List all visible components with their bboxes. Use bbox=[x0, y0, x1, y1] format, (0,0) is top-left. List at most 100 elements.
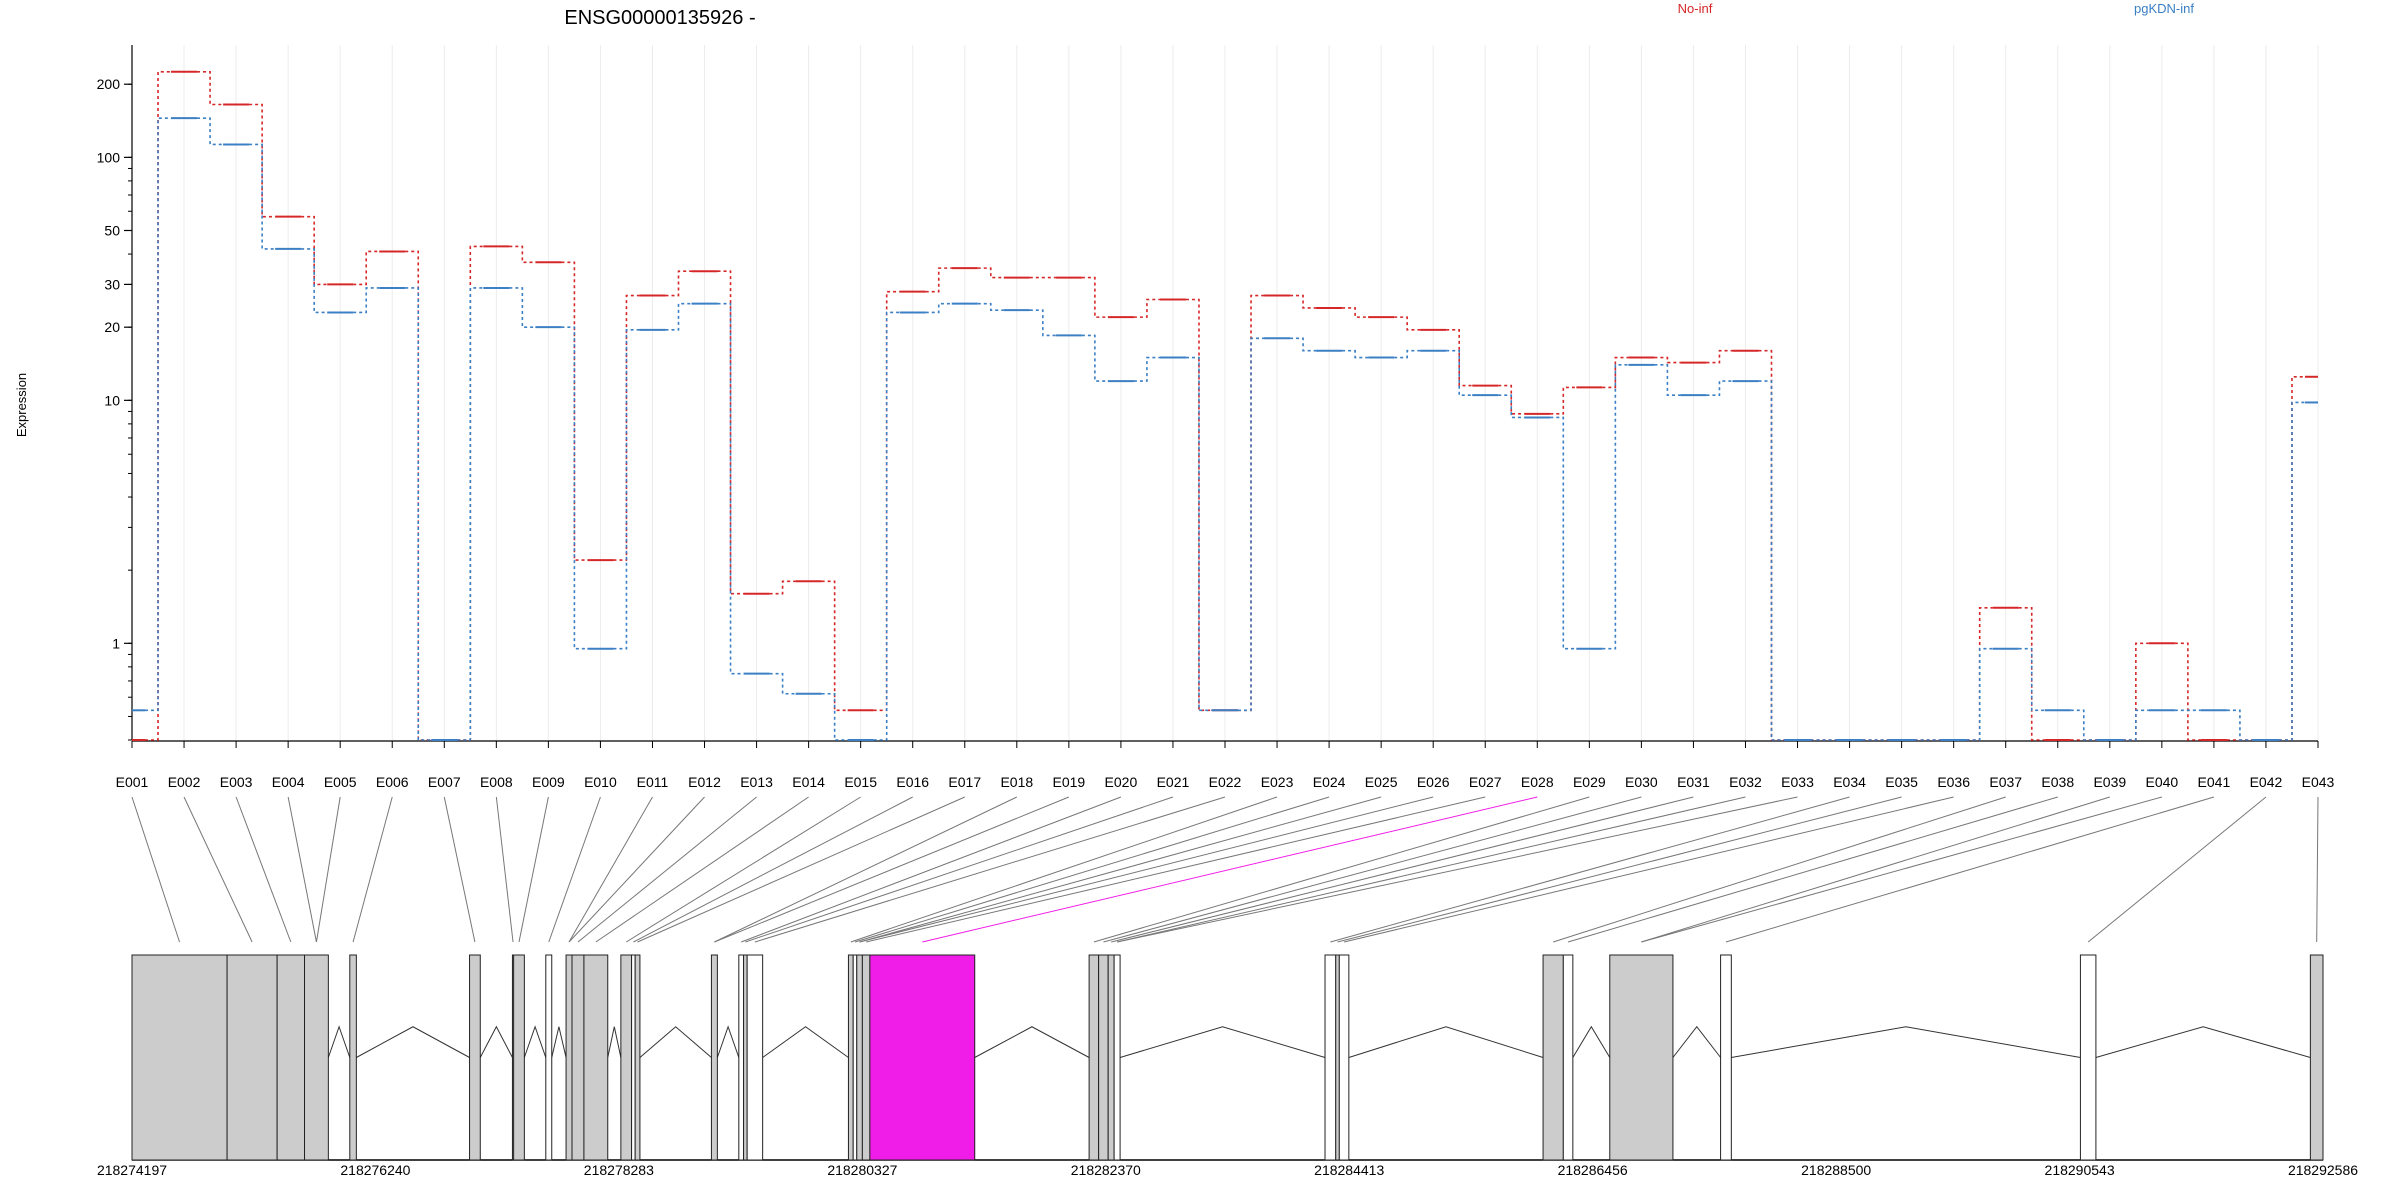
connector-pgkdn-inf bbox=[1966, 647, 1993, 741]
connector-no-inf bbox=[145, 70, 172, 741]
x-tick-label-e008: E008 bbox=[480, 774, 513, 790]
genome-tick-label: 218288500 bbox=[1801, 1162, 1871, 1178]
connector-no-inf bbox=[1654, 356, 1681, 364]
exon-box-e017 bbox=[738, 954, 745, 1161]
connector-pgkdn-inf bbox=[1342, 349, 1369, 359]
intron-line bbox=[762, 1026, 849, 1058]
connector-no-inf bbox=[405, 250, 432, 741]
exon-box-e013 bbox=[620, 954, 633, 1161]
x-tick-label-e024: E024 bbox=[1313, 774, 1346, 790]
connector-no-inf bbox=[665, 270, 692, 297]
exon-box-e026 bbox=[1107, 954, 1115, 1161]
exon-box-e030 bbox=[1335, 954, 1340, 1161]
connector-pgkdn-inf bbox=[301, 248, 328, 314]
exon-box-e035 bbox=[1720, 954, 1732, 1161]
exon-box-e016 bbox=[710, 954, 718, 1161]
exon-box-e021 bbox=[852, 954, 858, 1161]
x-tick-label-e037: E037 bbox=[1989, 774, 2022, 790]
x-tick-label-e030: E030 bbox=[1625, 774, 1658, 790]
connector-line-e013 bbox=[577, 796, 757, 943]
exon-box-e028 bbox=[869, 954, 976, 1161]
connector-pgkdn-inf bbox=[717, 302, 744, 675]
connector-no-inf bbox=[1550, 386, 1577, 415]
x-tick-label-e025: E025 bbox=[1365, 774, 1398, 790]
connector-line-e036 bbox=[1343, 796, 1954, 943]
connector-no-inf bbox=[249, 103, 276, 218]
connector-line-e014 bbox=[595, 796, 809, 943]
connector-no-inf bbox=[1081, 276, 1108, 318]
connector-line-e043 bbox=[2316, 796, 2319, 943]
connector-pgkdn-inf bbox=[665, 302, 692, 331]
connector-pgkdn-inf bbox=[1081, 334, 1108, 382]
series-lines bbox=[132, 70, 2318, 741]
connector-line-e007 bbox=[443, 796, 476, 943]
intron-line bbox=[974, 1026, 1090, 1058]
connector-pgkdn-inf bbox=[145, 117, 172, 712]
connector-line-e019 bbox=[714, 796, 1070, 943]
x-tick-label-e026: E026 bbox=[1417, 774, 1450, 790]
connector-pgkdn-inf bbox=[977, 302, 1004, 311]
exon-box-e034 bbox=[1609, 954, 1674, 1161]
exon-box-e005 bbox=[349, 954, 357, 1161]
intron-line bbox=[1119, 1026, 1326, 1058]
exon-box-e019 bbox=[746, 954, 764, 1161]
connector-pgkdn-inf bbox=[1550, 416, 1577, 650]
intron-line bbox=[327, 1025, 351, 1058]
connector-no-inf bbox=[301, 215, 328, 286]
connector-no-inf bbox=[821, 580, 848, 712]
exon-box-e010 bbox=[565, 954, 573, 1161]
intron-line bbox=[607, 1026, 622, 1058]
x-tick-label-e020: E020 bbox=[1105, 774, 1138, 790]
connector-no-inf bbox=[2122, 642, 2149, 741]
exon-box-e031 bbox=[1338, 954, 1350, 1161]
x-tick-label-e004: E004 bbox=[272, 774, 305, 790]
x-tick-label-e023: E023 bbox=[1261, 774, 1294, 790]
y-tick-label-30: 30 bbox=[104, 276, 120, 292]
x-tick-label-e028: E028 bbox=[1521, 774, 1554, 790]
x-tick-label-e002: E002 bbox=[168, 774, 201, 790]
genome-tick-label: 218286456 bbox=[1558, 1162, 1628, 1178]
connector-pgkdn-inf bbox=[457, 287, 484, 741]
x-tick-label-e018: E018 bbox=[1000, 774, 1033, 790]
connector-line-e042 bbox=[2087, 796, 2267, 943]
connector-pgkdn-inf bbox=[561, 326, 588, 650]
exon-box-e032 bbox=[1542, 954, 1564, 1161]
connector-pgkdn-inf bbox=[2226, 709, 2253, 741]
exon-connectors bbox=[131, 796, 2319, 943]
connector-line-e039 bbox=[1641, 796, 2110, 943]
connector-no-inf bbox=[717, 270, 744, 595]
y-tick-label-50: 50 bbox=[104, 222, 120, 238]
connector-pgkdn-inf bbox=[197, 117, 224, 146]
connector-line-e020 bbox=[741, 796, 1122, 943]
x-tick-label-e016: E016 bbox=[896, 774, 929, 790]
connector-line-e038 bbox=[1567, 796, 2058, 943]
connector-line-e006 bbox=[352, 796, 393, 943]
connector-no-inf bbox=[769, 580, 796, 595]
exon-box-e023 bbox=[861, 954, 871, 1161]
exon-box-e029 bbox=[1324, 954, 1337, 1161]
connector-line-e024 bbox=[854, 796, 1330, 943]
x-tick-label-e039: E039 bbox=[2093, 774, 2126, 790]
connector-line-e002 bbox=[183, 796, 253, 943]
exon-box-e036 bbox=[2079, 954, 2097, 1161]
connector-line-e035 bbox=[1337, 796, 1902, 943]
connector-no-inf bbox=[977, 267, 1004, 279]
connector-no-inf bbox=[509, 245, 536, 264]
connector-pgkdn-inf bbox=[1498, 394, 1525, 419]
connector-no-inf bbox=[2174, 642, 2201, 741]
connector-no-inf bbox=[1602, 356, 1629, 389]
connector-line-e032 bbox=[1116, 796, 1746, 943]
gridlines bbox=[131, 45, 2319, 740]
connector-no-inf bbox=[925, 267, 952, 293]
connector-line-e041 bbox=[1725, 796, 2215, 943]
intron-line bbox=[2095, 1026, 2311, 1058]
connector-no-inf bbox=[1342, 307, 1369, 318]
x-tick-label-e029: E029 bbox=[1573, 774, 1606, 790]
exon-box-e014 bbox=[631, 954, 636, 1161]
x-tick-label-e003: E003 bbox=[220, 774, 253, 790]
exon-box-e025 bbox=[1098, 954, 1109, 1161]
connector-pgkdn-inf bbox=[1133, 356, 1160, 382]
exon-box-e009 bbox=[545, 954, 553, 1161]
exon-box-e015 bbox=[634, 954, 641, 1161]
connector-pgkdn-inf bbox=[1029, 309, 1056, 337]
